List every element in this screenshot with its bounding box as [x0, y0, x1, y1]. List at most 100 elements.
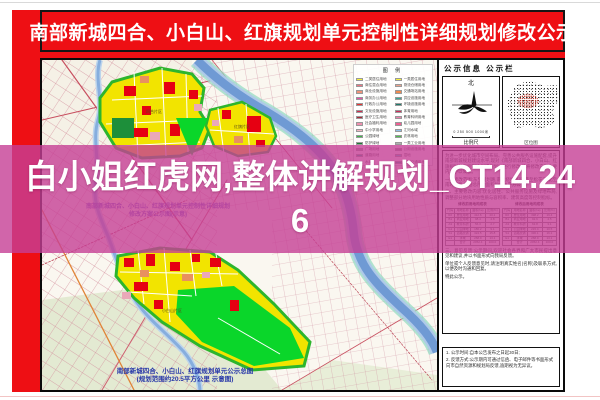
legend-swatch [394, 96, 402, 100]
location-map-label: 区位图 [524, 140, 538, 145]
scale-bar [452, 136, 490, 138]
map-caption-bottom-line1: 南部新城四合、小白山、红旗规划单元公示总图 [116, 368, 254, 375]
legend-swatch [356, 96, 363, 100]
legend-item: 体育用地 [394, 108, 431, 114]
legend-label: 二类居住用地 [365, 76, 387, 81]
legend-swatch [356, 115, 363, 120]
legend-swatch [394, 135, 402, 139]
legend-item: 江河水域 [394, 127, 431, 133]
notice-paragraph: 单位或个人反馈意见时,请注明真实姓名(名称)及联系方式,以便及时沟通和回复。 [445, 260, 557, 272]
legend-label: 教育科研用地 [403, 115, 426, 120]
legend-swatch [356, 135, 363, 139]
legend-swatch [394, 90, 402, 94]
legend-swatch [394, 77, 402, 81]
lower-area-label: 小白山片区 [162, 307, 182, 313]
legend-swatch [394, 103, 402, 107]
location-map-highlight [517, 93, 539, 109]
legend-item: 农林用地 [394, 134, 431, 140]
lower-cluster-green-park [176, 286, 304, 366]
legend-swatch [394, 128, 402, 132]
legend-label: 一类工业用地 [403, 140, 426, 145]
legend-item: 交通场站用地 [394, 89, 431, 95]
legend-label: 公园绿地 [365, 134, 380, 139]
notice-title-banner: 南部新城四合、小白山、红旗规划单元控制性详细规划修改公示 [30, 10, 575, 52]
notice-paragraph: 特此公示。 [445, 273, 467, 279]
legend-label: 医疗卫生用地 [365, 115, 387, 120]
legend-swatch [356, 90, 363, 94]
legend-swatch [356, 109, 363, 113]
upper-cluster: 四合片区 红旗片区 [98, 66, 278, 160]
notice-notes-box: 1. 公示时间:自本公告发布之日起30日; 2. 反馈方式:公示期内可通过信函、电… [442, 347, 560, 387]
legend-item: 商业设施用地 [356, 89, 392, 95]
notice-title: 南部新城四合、小白山、红旗规划单元控制性详细规划修改公示 [29, 22, 576, 44]
legend-item: 环境设施用地 [394, 102, 431, 108]
legend-swatch [394, 141, 402, 145]
legend-label: 供应设施用地 [403, 95, 426, 100]
legend-label: 社会福利用地 [365, 121, 387, 126]
legend-label: 商住混合用地 [365, 83, 387, 88]
info-panel-title: 公示信息 公示栏 [444, 64, 515, 73]
lower-cluster-roads [119, 247, 281, 355]
legend-swatch [356, 122, 363, 126]
legend-swatch [356, 103, 363, 107]
north-scale-box: 北 0 250 500 1000米 比例尺 [442, 76, 500, 148]
legend-item: 物流仓储用地 [394, 82, 431, 88]
scale-label: 比例尺 [463, 140, 479, 146]
legend-item: 二类居住用地 [356, 76, 392, 82]
legend-item: 供应设施用地 [394, 95, 431, 101]
top-hairline [0, 2, 600, 3]
legend-item: 中小学用地 [356, 127, 392, 133]
legend-swatch [356, 83, 363, 88]
legend-item: 幼儿园用地 [394, 121, 431, 127]
north-label: 北 [467, 81, 474, 87]
legend-swatch [356, 141, 363, 145]
map-caption-bottom-line2: (规划范围约20.5平方公里 示意图) [136, 376, 234, 383]
legend-item: 一类工业用地 [394, 140, 431, 146]
legend-swatch [394, 83, 402, 88]
legend-swatch [394, 115, 402, 120]
legend-swatch [356, 77, 363, 81]
compass-icon [452, 91, 492, 114]
legend-title: 图 例 [382, 68, 404, 74]
legend-item: 医疗卫生用地 [356, 114, 392, 120]
legend-item: 行政办公用地 [356, 102, 392, 108]
watermark-overlay: 白小姐红虎网,整体讲解规划_CT14.24 6 [0, 145, 600, 253]
legend-label: 中小学用地 [365, 127, 383, 132]
legend-label: 物流仓储用地 [403, 83, 426, 88]
legend-label: 农林用地 [403, 134, 418, 139]
location-map-box: 区位图 [502, 76, 560, 148]
legend-item: 商务办公用地 [356, 95, 392, 101]
legend-item: 教育科研用地 [394, 114, 431, 120]
legend-label: 一类居住用地 [403, 76, 426, 81]
lower-cluster: 小白山片区 [114, 246, 312, 372]
right-area-label: 红旗片区 [234, 123, 250, 129]
legend-label: 环境设施用地 [403, 102, 426, 107]
legend-item: 文化设施用地 [356, 108, 392, 114]
bottom-hairline [0, 396, 600, 397]
watermark-text-line1: 白小姐红虎网,整体讲解规划_CT14.24 [24, 158, 576, 195]
notice-note: 1. 公示时间:自本公告发布之日起30日; [446, 350, 520, 355]
legend-item: 一类居住用地 [394, 76, 431, 82]
legend-label: 江河水域 [403, 127, 418, 132]
legend-swatch [394, 109, 402, 113]
scale-numbers: 0 250 500 1000米 [453, 130, 489, 134]
upper-cluster-parcels [112, 76, 265, 156]
legend-swatch [394, 122, 402, 126]
legend-label: 文化设施用地 [365, 108, 387, 113]
lower-cluster-parcels [122, 254, 239, 311]
legend-item: 防护绿地 [356, 140, 392, 146]
legend-label: 防护绿地 [365, 140, 380, 145]
legend-swatch [356, 128, 363, 132]
legend-label: 交通场站用地 [403, 89, 426, 94]
legend-item: 商住混合用地 [356, 82, 392, 88]
upper-area-label: 四合片区 [146, 108, 162, 114]
legend-label: 体育用地 [403, 108, 418, 113]
legend-label: 商务办公用地 [365, 95, 387, 100]
map-caption-bottom: 南部新城四合、小白山、红旗规划单元公示总图 (规划范围约20.5平方公里 示意图… [100, 368, 270, 384]
legend-label: 幼儿园用地 [403, 121, 422, 126]
legend-item: 公园绿地 [356, 134, 392, 140]
legend-label: 商业设施用地 [365, 89, 387, 94]
notice-note: 2. 反馈方式:公示期内可通过信函、电子邮件等书面形式向市自然资源和规划局反馈,… [446, 357, 554, 368]
legend-item: 社会福利用地 [356, 121, 392, 127]
